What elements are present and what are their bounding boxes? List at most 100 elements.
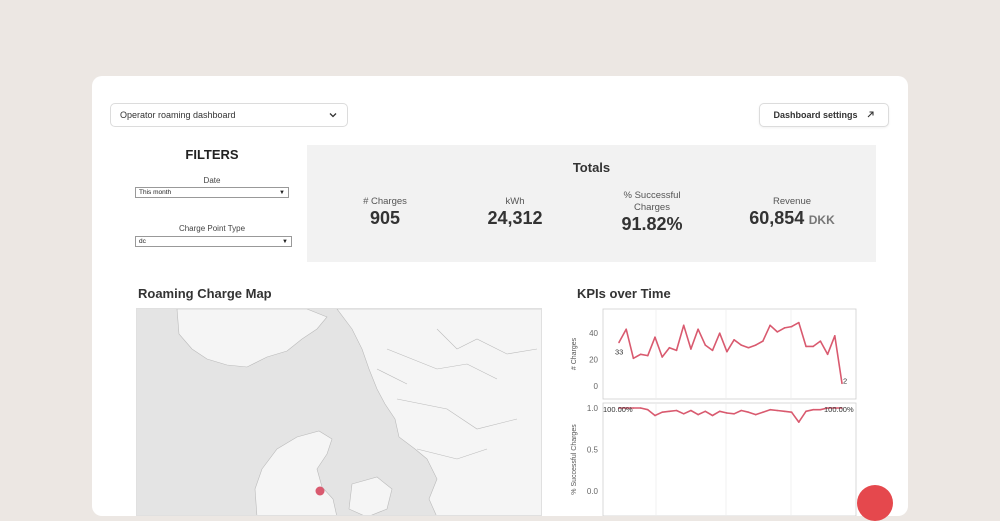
kpi-kwh: kWh 24,312 [470,195,560,229]
series-line [618,321,843,384]
data-point [798,421,800,423]
y-tick-label: 0.0 [587,487,599,496]
data-point [776,409,779,412]
kpi-revenue: Revenue 60,854 DKK [727,195,857,229]
data-point [819,408,822,411]
data-point [639,407,642,409]
chart-panel-frame [602,402,857,516]
data-point [776,331,779,333]
kpi-label: kWh [505,196,525,207]
data-label: 100.00% [603,405,633,414]
data-point [834,407,836,409]
data-point [740,344,743,346]
totals-panel: Totals # Charges 905 kWh 24,312 % Succes… [307,145,876,262]
data-point [718,410,721,413]
map-title: Roaming Charge Map [138,286,272,301]
series-line [619,407,842,423]
data-point [668,410,671,413]
data-point [675,349,678,352]
data-point [711,414,714,417]
data-point [812,345,815,348]
dashboard-card: Operator roaming dashboard Dashboard set… [92,76,908,516]
data-point [697,413,699,416]
data-point [618,341,620,344]
data-point [726,412,728,414]
data-point [646,354,649,357]
data-label: 33 [615,347,623,356]
dashboard-settings-label: Dashboard settings [773,110,858,120]
kpi-value: 905 [369,208,401,228]
data-point [733,413,735,415]
data-point [747,411,750,413]
data-point [769,408,771,411]
kpi-label: Revenue [772,196,812,207]
dashboard-select[interactable]: Operator roaming dashboard [110,103,348,127]
data-point [639,353,642,356]
land-norway [176,309,328,368]
data-point [682,324,685,327]
dashboard-select-value: Operator roaming dashboard [120,110,236,120]
data-point [762,340,764,342]
data-point [783,410,786,413]
cp-type-filter-label: Charge Point Type [178,224,246,233]
data-point [754,344,757,346]
data-point [625,328,627,331]
data-point [618,407,620,409]
date-filter-label: Date [203,176,221,185]
y-tick-label: 0 [594,382,599,391]
date-filter-select[interactable]: This month ▼ [135,187,289,198]
date-filter-value: This month [139,189,172,196]
data-point [790,411,793,413]
y-axis-label: # Charges [571,337,578,370]
data-point [646,408,649,411]
data-point [826,407,829,409]
data-point [805,345,807,348]
data-point [661,411,663,413]
y-tick-label: 0.5 [587,446,599,455]
map-canvas [137,309,541,515]
kpi-label: % Successful Charges [623,190,681,213]
data-point [819,340,822,342]
kpi-success-rate: % Successful Charges 91.82% [607,190,697,235]
cp-type-filter-select[interactable]: dc ▼ [135,236,292,247]
data-point [690,348,692,350]
filters-title: FILTERS [185,147,239,162]
data-point [747,346,750,349]
data-point [632,357,635,360]
data-point [682,413,685,415]
dashboard-settings-button[interactable]: Dashboard settings [759,103,889,127]
dropdown-triangle-icon: ▼ [282,238,288,245]
roaming-charge-map[interactable] [136,308,542,516]
kpi-unit: DKK [808,213,835,227]
data-point [711,349,714,352]
data-point [704,344,707,346]
cp-type-filter-value: dc [139,238,146,245]
data-point [754,413,757,416]
y-tick-label: 40 [589,329,598,338]
y-tick-label: 20 [589,356,598,365]
kpis-over-time-chart: 0 20 40 # Charges 33 2 0.0 0.5 1.0 % Successful C… [566,302,876,516]
totals-title: Totals [572,160,611,175]
data-point [805,410,807,413]
data-point [632,407,635,409]
data-point [697,328,699,331]
data-point [841,382,843,385]
kpis-chart-title: KPIs over Time [577,286,671,301]
data-point [675,409,678,412]
data-point [625,407,627,409]
data-point [762,411,764,413]
data-point [661,356,663,358]
data-point [834,335,836,337]
chat-fab-button[interactable] [857,485,893,521]
data-point [769,324,771,327]
arrow-up-right-icon [866,110,875,121]
data-point [812,408,815,411]
land-denmark [254,430,337,515]
data-point [668,346,671,349]
kpi-charges: # Charges 905 [340,195,430,229]
kpi-value: 60,854 [749,208,805,228]
data-point [841,407,843,409]
dropdown-triangle-icon: ▼ [279,189,285,196]
charge-location-marker [315,486,325,496]
data-label: 2 [843,376,847,385]
